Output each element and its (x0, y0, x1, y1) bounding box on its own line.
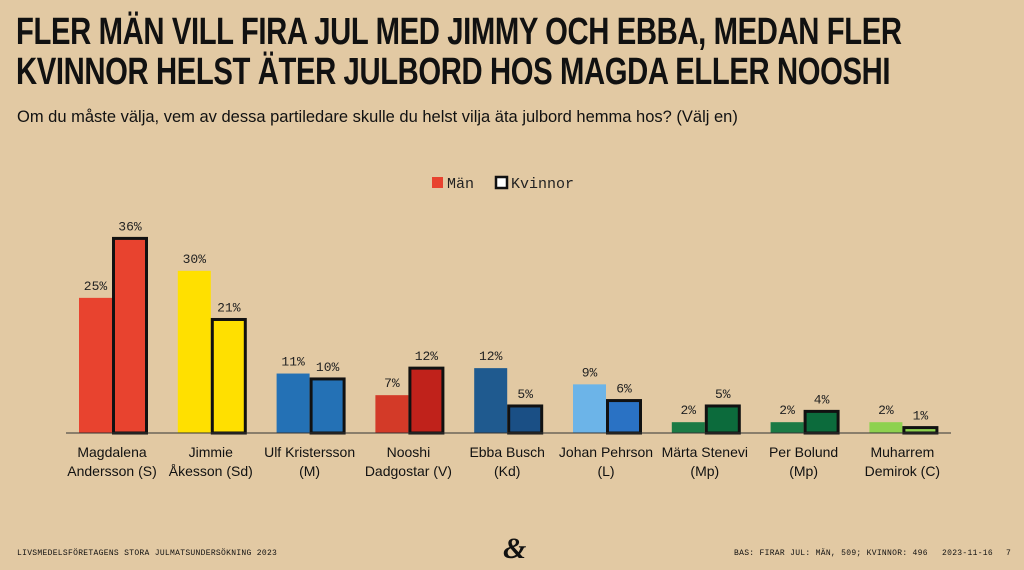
value-label: 5% (517, 387, 533, 402)
bar (606, 399, 642, 435)
x-tick-label: Magdalena Andersson (S) (67, 444, 157, 479)
bar (704, 404, 741, 435)
value-label: 6% (616, 382, 632, 397)
bar (210, 317, 247, 435)
subtitle: Om du måste välja, vem av dessa partiled… (17, 108, 738, 126)
value-label: 25% (84, 279, 108, 294)
legend-swatch (494, 175, 509, 190)
value-label: 11% (281, 355, 305, 370)
bar (276, 373, 310, 433)
value-label: 2% (878, 403, 894, 418)
footer-base: BAS: FIRAR JUL: MÄN, 509; KVINNOR: 496 (734, 549, 928, 558)
bar (408, 366, 445, 435)
value-label: 10% (316, 360, 340, 375)
value-label: 21% (217, 300, 241, 315)
x-tick-label: Johan Pehrson (L) (558, 444, 654, 479)
legend-label: Män (447, 176, 474, 193)
value-label: 2% (680, 403, 696, 418)
x-tick-label: Ebba Busch (Kd) (469, 444, 545, 479)
value-label: 2% (779, 403, 795, 418)
value-label: 30% (183, 252, 207, 267)
bar (177, 270, 211, 433)
x-tick-label: Jimmie Åkesson (Sd) (168, 444, 253, 479)
bar (803, 409, 840, 435)
value-label: 36% (118, 219, 142, 234)
footer-date: 2023-11-16 (942, 549, 994, 558)
bar (474, 368, 508, 433)
legend-swatch (432, 177, 443, 188)
page-number: 7 (1006, 549, 1012, 558)
legend-label: Kvinnor (511, 176, 574, 193)
value-label: 12% (479, 349, 503, 364)
value-label: 5% (715, 387, 731, 402)
bar (375, 395, 409, 433)
logo: & (503, 532, 527, 565)
bar (309, 377, 346, 435)
value-label: 4% (814, 392, 830, 407)
x-tick-label: Per Bolund (Mp) (768, 444, 839, 479)
value-label: 9% (582, 365, 598, 380)
x-tick-label: Muharrem Demirok (C) (864, 444, 941, 479)
title: FLER MÄN VILL FIRA JUL MED JIMMY OCH EBB… (16, 11, 902, 93)
value-label: 7% (384, 376, 400, 391)
footer-source: LIVSMEDELSFÖRETAGENS STORA JULMATSUNDERS… (17, 549, 278, 558)
x-tick-label: Märta Stenevi (Mp) (661, 444, 748, 479)
bar (770, 422, 804, 433)
bar (869, 422, 903, 433)
bar (902, 426, 939, 435)
bar (79, 297, 112, 433)
value-label: 12% (415, 349, 439, 364)
bar (573, 384, 606, 433)
x-tick-label: Nooshi Dadgostar (V) (364, 444, 452, 479)
value-label: 1% (913, 409, 929, 424)
bar (671, 422, 705, 433)
bar (112, 236, 148, 435)
x-tick-label: Ulf Kristersson (M) (264, 444, 356, 479)
bar (507, 404, 544, 435)
